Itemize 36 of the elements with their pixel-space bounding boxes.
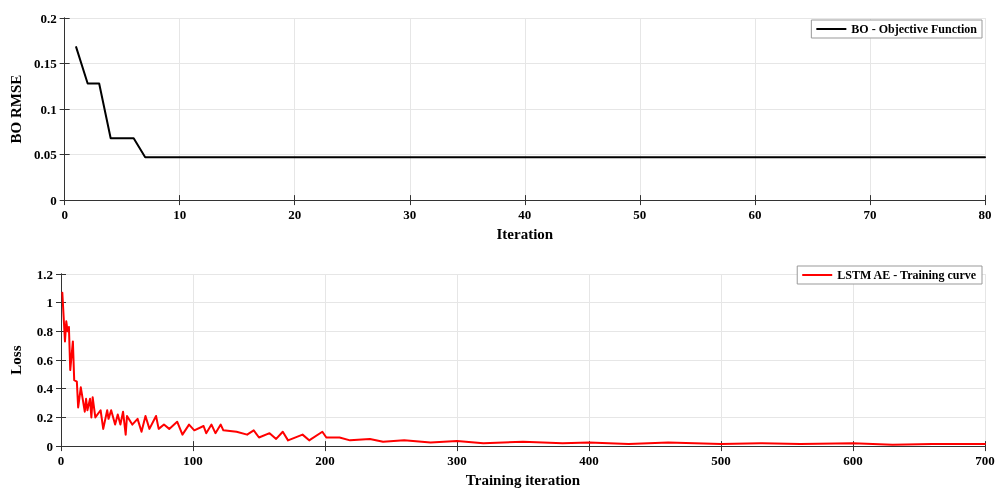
- x-tick-label: 70: [863, 207, 877, 223]
- x-tick-label: 40: [518, 207, 532, 223]
- x-tick-label: 30: [403, 207, 417, 223]
- y-tick-label: 0.2: [40, 10, 57, 26]
- y-axis-title: Loss: [7, 345, 24, 375]
- x-tick-label: 700: [975, 453, 995, 469]
- x-tick-label: 80: [978, 207, 992, 223]
- line-series: [75, 46, 986, 159]
- y-tick-label: 0.2: [36, 409, 53, 425]
- x-tick-label: 0: [61, 207, 68, 223]
- x-tick-label: 10: [173, 207, 187, 223]
- y-tick-label: 0.05: [33, 147, 58, 163]
- x-tick-label: 60: [748, 207, 762, 223]
- x-tick-label: 100: [183, 453, 203, 469]
- x-tick-label: 20: [288, 207, 302, 223]
- x-tick-label: 500: [711, 453, 731, 469]
- x-tick-label: 400: [579, 453, 599, 469]
- y-tick-label: 0: [50, 192, 57, 208]
- legend-label: BO - Objective Function: [851, 22, 978, 36]
- y-tick-label: 1: [46, 295, 53, 311]
- y-tick-label: 1.2: [36, 266, 53, 282]
- x-tick-label: 50: [633, 207, 647, 223]
- line-series: [61, 291, 986, 446]
- x-axis-title: Iteration: [496, 225, 554, 242]
- y-tick-label: 0: [46, 438, 53, 454]
- y-axis-title: BO RMSE: [7, 74, 24, 144]
- y-tick-label: 0.15: [33, 56, 58, 72]
- y-tick-label: 0.4: [36, 381, 54, 397]
- y-tick-label: 0.1: [40, 101, 57, 117]
- x-tick-label: 200: [315, 453, 335, 469]
- x-axis-title: Training iteration: [465, 471, 581, 488]
- x-tick-label: 300: [447, 453, 467, 469]
- legend-label: LSTM AE - Training curve: [837, 268, 977, 282]
- y-tick-label: 0.8: [36, 323, 54, 339]
- x-tick-label: 600: [843, 453, 863, 469]
- y-tick-label: 0.6: [36, 352, 54, 368]
